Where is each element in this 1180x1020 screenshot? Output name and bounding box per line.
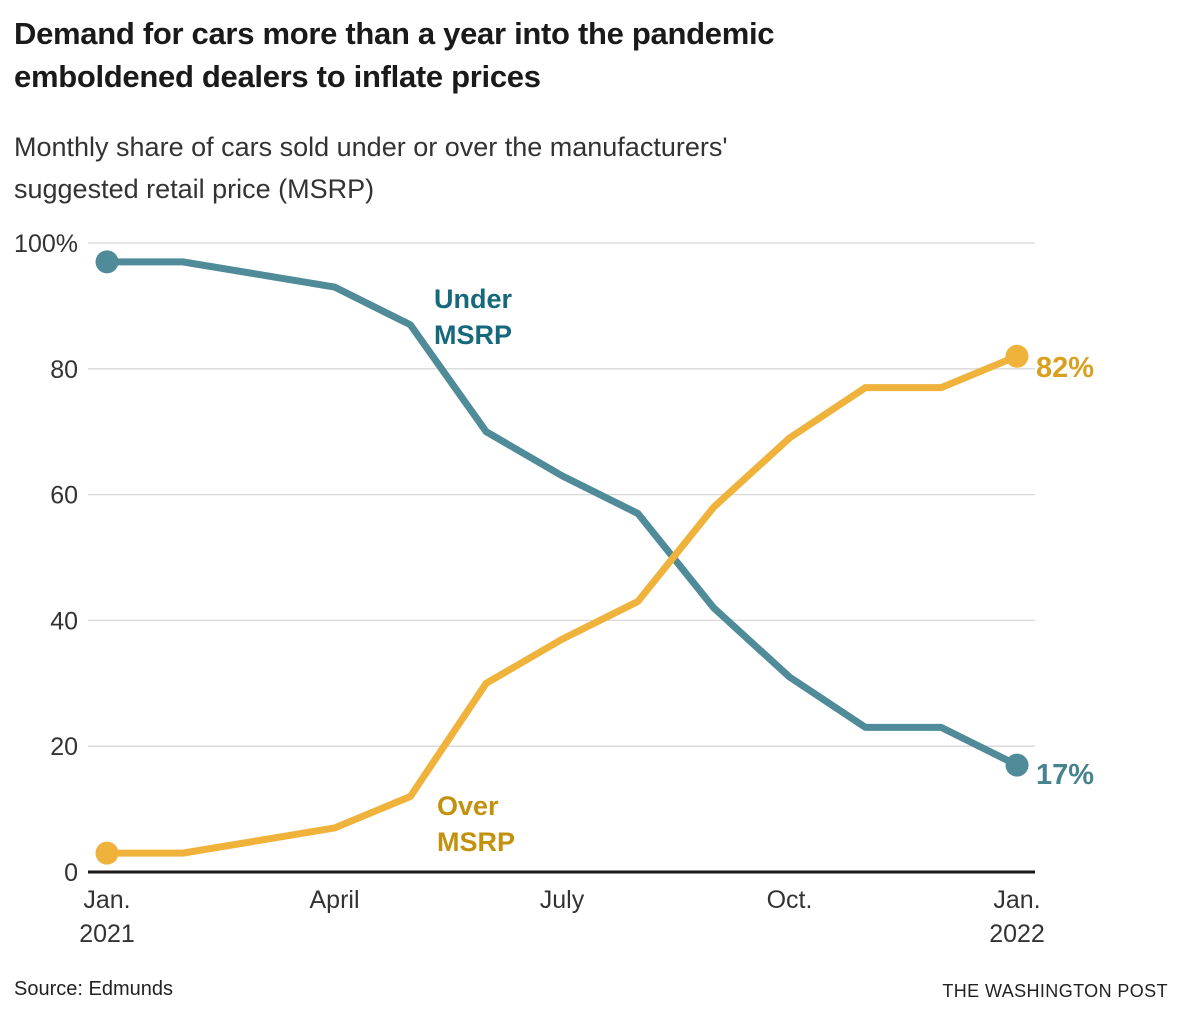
y-tick-label: 40 (50, 607, 78, 635)
series-endpoint-dot-under-msrp (95, 250, 119, 274)
y-tick-label: 0 (64, 859, 78, 887)
y-tick-label: 60 (50, 482, 78, 510)
end-value-label-over: 82% (1036, 352, 1095, 384)
end-value-label-under: 17% (1036, 759, 1095, 791)
x-tick-label: July (540, 886, 585, 914)
series-label-over: Over MSRP (437, 791, 516, 857)
series-line-over-msrp (103, 352, 1021, 857)
series-endpoint-dot-over-msrp (95, 841, 119, 865)
x-tick-year-label: 2022 (989, 920, 1045, 948)
publisher-credit: THE WASHINGTON POST (942, 981, 1168, 1001)
y-tick-label: 100% (14, 230, 78, 258)
x-tick-label: Jan. (993, 886, 1040, 914)
series-label-under: Under MSRP (434, 284, 513, 350)
chart-title: Demand for cars more than a year into th… (14, 16, 775, 94)
series-endpoint-dot-over-msrp (1005, 344, 1029, 368)
x-tick-year-label: 2021 (79, 920, 135, 948)
y-tick-label: 80 (50, 356, 78, 384)
x-tick-label: Jan. (83, 886, 130, 914)
x-tick-label: April (309, 886, 359, 914)
x-tick-label: Oct. (767, 886, 813, 914)
chart-subtitle: Monthly share of cars sold under or over… (14, 132, 728, 204)
series-line-under-msrp (103, 258, 1021, 769)
source-note: Source: Edmunds (14, 978, 173, 1000)
y-tick-label: 20 (50, 733, 78, 761)
series-endpoint-dot-under-msrp (1005, 753, 1029, 777)
